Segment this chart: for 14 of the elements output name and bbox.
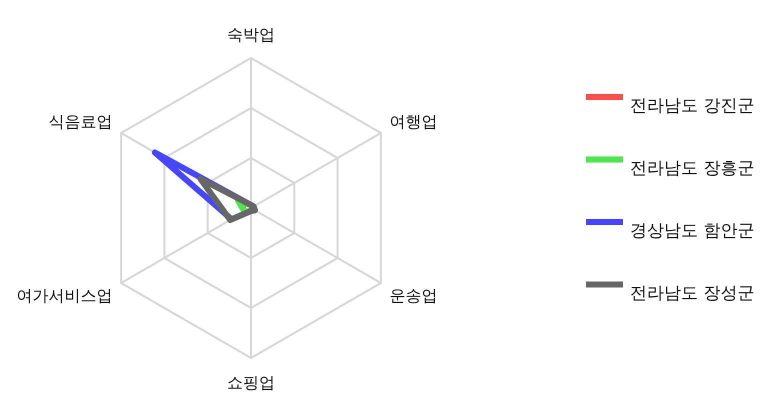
legend-label: 경상남도 함안군	[630, 221, 754, 241]
legend-item: 전라남도 장흥군	[586, 156, 754, 178]
spoke-label: 여행업	[390, 112, 438, 131]
legend-item: 전라남도 장성군	[586, 282, 754, 304]
spoke-label: 여가서비스업	[16, 286, 112, 305]
spoke-label: 운송업	[390, 286, 438, 305]
spoke-label: 쇼핑업	[227, 373, 275, 392]
legend-label: 전라남도 장흥군	[630, 158, 754, 178]
spoke-label: 숙박업	[227, 25, 275, 44]
legend-label: 전라남도 강진군	[630, 96, 754, 116]
legend-label: 전라남도 장성군	[630, 284, 754, 304]
legend-item: 전라남도 강진군	[586, 94, 754, 116]
spoke-label: 식음료업	[48, 112, 112, 131]
legend-item: 경상남도 함안군	[586, 219, 754, 241]
